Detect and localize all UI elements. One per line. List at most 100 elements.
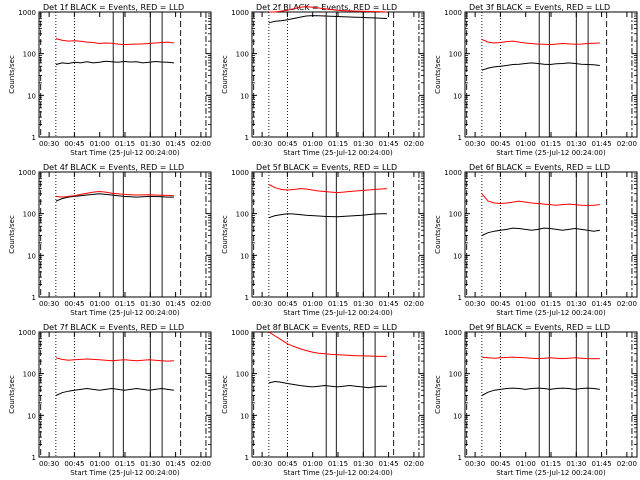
y-tick-label: 100 [236,371,249,379]
x-tick-label: 00:30 [465,460,485,468]
x-tick-label: 01:30 [566,140,586,148]
x-tick-label: 02:00 [191,140,211,148]
events-series-line [268,213,387,219]
y-tick-label: 1 [458,294,462,302]
y-axis-label: Counts/sec [434,375,442,414]
y-tick-label: 10 [453,412,462,420]
x-tick-label: 01:00 [516,460,536,468]
chart-title: Det 2f BLACK = Events, RED = LLD [256,3,397,12]
y-tick-label: 10 [240,252,249,260]
y-tick-label: 1 [245,134,249,142]
x-tick-label: 01:30 [353,140,373,148]
plot-frame [38,331,212,458]
events-series-line [481,62,600,71]
x-axis-label: Start Time (25-Jul-12 00:24:00) [283,469,393,477]
x-tick-label: 01:45 [165,140,185,148]
chart-panel: Det 6f BLACK = Events, RED = LLD 1 10 100 10… [434,163,638,317]
chart-panel: Det 9f BLACK = Events, RED = LLD 1 10 100 10… [434,323,638,477]
chart-panel: Det 1f BLACK = Events, RED = LLD 1 10 100 10… [8,3,212,157]
x-tick-label: 01:30 [140,460,160,468]
x-axis-label: Start Time (25-Jul-12 00:24:00) [496,309,606,317]
x-tick-label: 01:30 [566,460,586,468]
x-tick-label: 00:45 [64,140,84,148]
x-tick-label: 01:30 [566,300,586,308]
x-tick-label: 00:45 [490,460,510,468]
x-tick-label: 01:45 [591,300,611,308]
chart-title: Det 6f BLACK = Events, RED = LLD [469,163,610,172]
y-axis-label: Counts/sec [8,375,16,414]
chart-panel: Det 4f BLACK = Events, RED = LLD 1 10 100 10… [8,163,212,317]
y-tick-label: 1 [458,134,462,142]
x-tick-label: 01:00 [516,140,536,148]
x-tick-label: 02:00 [404,300,424,308]
y-tick-label: 10 [453,92,462,100]
y-tick-label: 1000 [231,9,249,17]
x-tick-label: 00:45 [64,300,84,308]
chart-title: Det 7f BLACK = Events, RED = LLD [43,323,184,332]
x-tick-label: 01:15 [541,460,561,468]
chart-panel: Det 2f BLACK = Events, RED = LLD 1 10 100 10… [221,3,425,157]
x-tick-label: 01:15 [541,140,561,148]
lld-series-line [55,357,174,362]
chart-title: Det 1f BLACK = Events, RED = LLD [43,3,184,12]
x-axis-label: Start Time (25-Jul-12 00:24:00) [283,149,393,157]
chart-title: Det 8f BLACK = Events, RED = LLD [256,323,397,332]
y-tick-label: 1000 [231,169,249,177]
y-tick-label: 100 [449,211,462,219]
x-tick-label: 01:00 [303,140,323,148]
x-tick-label: 01:30 [140,140,160,148]
y-tick-label: 1000 [231,329,249,337]
lld-series-line [481,38,600,46]
chart-title: Det 3f BLACK = Events, RED = LLD [469,3,610,12]
x-tick-label: 01:45 [591,460,611,468]
x-tick-label: 00:30 [39,300,59,308]
x-axis-label: Start Time (25-Jul-12 00:24:00) [70,149,180,157]
y-tick-label: 1 [32,134,36,142]
y-tick-label: 100 [23,51,36,59]
y-tick-label: 100 [23,211,36,219]
plot-frame [38,171,212,298]
events-series-line [268,380,387,389]
plot-frame [464,171,638,298]
x-tick-label: 02:00 [404,140,424,148]
x-tick-label: 01:15 [115,460,135,468]
x-tick-label: 00:45 [490,140,510,148]
chart-panel: Det 7f BLACK = Events, RED = LLD 1 10 100 10… [8,323,212,477]
x-axis-label: Start Time (25-Jul-12 00:24:00) [70,469,180,477]
x-axis-label: Start Time (25-Jul-12 00:24:00) [496,149,606,157]
events-series-line [55,193,174,202]
plot-frame [38,11,212,138]
x-axis-label: Start Time (25-Jul-12 00:24:00) [496,469,606,477]
y-tick-label: 100 [236,211,249,219]
y-axis-label: Counts/sec [8,215,16,254]
x-tick-label: 02:00 [617,300,637,308]
x-tick-label: 00:30 [252,140,272,148]
x-tick-label: 01:15 [541,300,561,308]
x-tick-label: 01:15 [328,140,348,148]
y-tick-label: 1 [32,454,36,462]
x-tick-label: 00:30 [252,460,272,468]
x-tick-label: 00:45 [490,300,510,308]
x-tick-label: 01:45 [591,140,611,148]
plot-frame [251,331,425,458]
y-tick-label: 100 [449,371,462,379]
chart-title: Det 5f BLACK = Events, RED = LLD [256,163,397,172]
y-tick-label: 1000 [18,169,36,177]
y-tick-label: 100 [449,51,462,59]
x-tick-label: 00:45 [277,300,297,308]
x-tick-label: 02:00 [191,300,211,308]
x-tick-label: 01:45 [378,300,398,308]
x-tick-label: 01:15 [115,300,135,308]
events-series-line [55,387,174,396]
plot-frame [464,331,638,458]
events-series-line [55,60,174,65]
x-tick-label: 01:30 [353,460,373,468]
x-tick-label: 01:00 [90,460,110,468]
y-tick-label: 1 [32,294,36,302]
x-tick-label: 01:00 [303,300,323,308]
y-tick-label: 10 [240,412,249,420]
x-tick-label: 00:30 [465,300,485,308]
x-tick-label: 01:45 [165,300,185,308]
x-tick-label: 01:00 [516,300,536,308]
y-axis-label: Counts/sec [221,55,229,94]
